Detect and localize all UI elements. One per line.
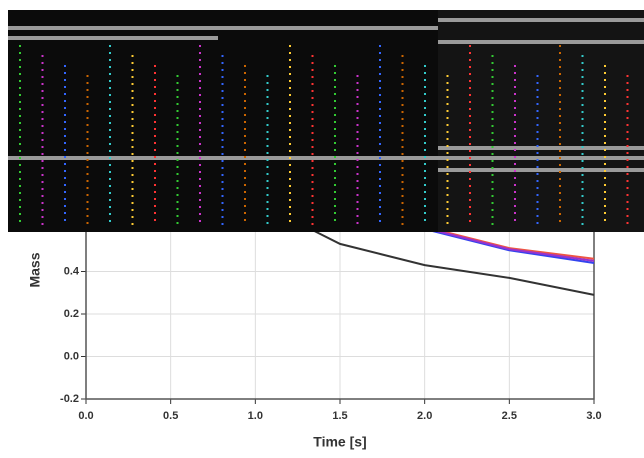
glitch-band — [8, 26, 438, 30]
glitch-overlay — [8, 10, 644, 232]
glitch-band — [438, 18, 644, 22]
x-tick-label: 1.5 — [332, 410, 347, 422]
y-tick-label: 0.0 — [64, 350, 79, 362]
x-axis-label: Time [s] — [313, 434, 366, 450]
glitch-block — [438, 10, 644, 232]
y-tick-label: -0.2 — [60, 393, 79, 405]
glitch-band — [8, 156, 644, 160]
x-tick-label: 2.0 — [417, 410, 432, 422]
x-tick-label: 1.0 — [248, 410, 263, 422]
y-tick-label: 0.4 — [64, 265, 80, 277]
y-axis-label: Mass — [27, 252, 43, 287]
glitch-band — [8, 36, 218, 40]
glitch-band — [438, 40, 644, 44]
x-tick-label: 0.0 — [78, 410, 93, 422]
glitch-band — [438, 146, 644, 150]
y-tick-label: 0.2 — [64, 308, 79, 320]
x-tick-label: 2.5 — [502, 410, 517, 422]
x-tick-label: 0.5 — [163, 410, 178, 422]
x-tick-label: 3.0 — [586, 410, 601, 422]
glitch-band — [438, 168, 644, 172]
